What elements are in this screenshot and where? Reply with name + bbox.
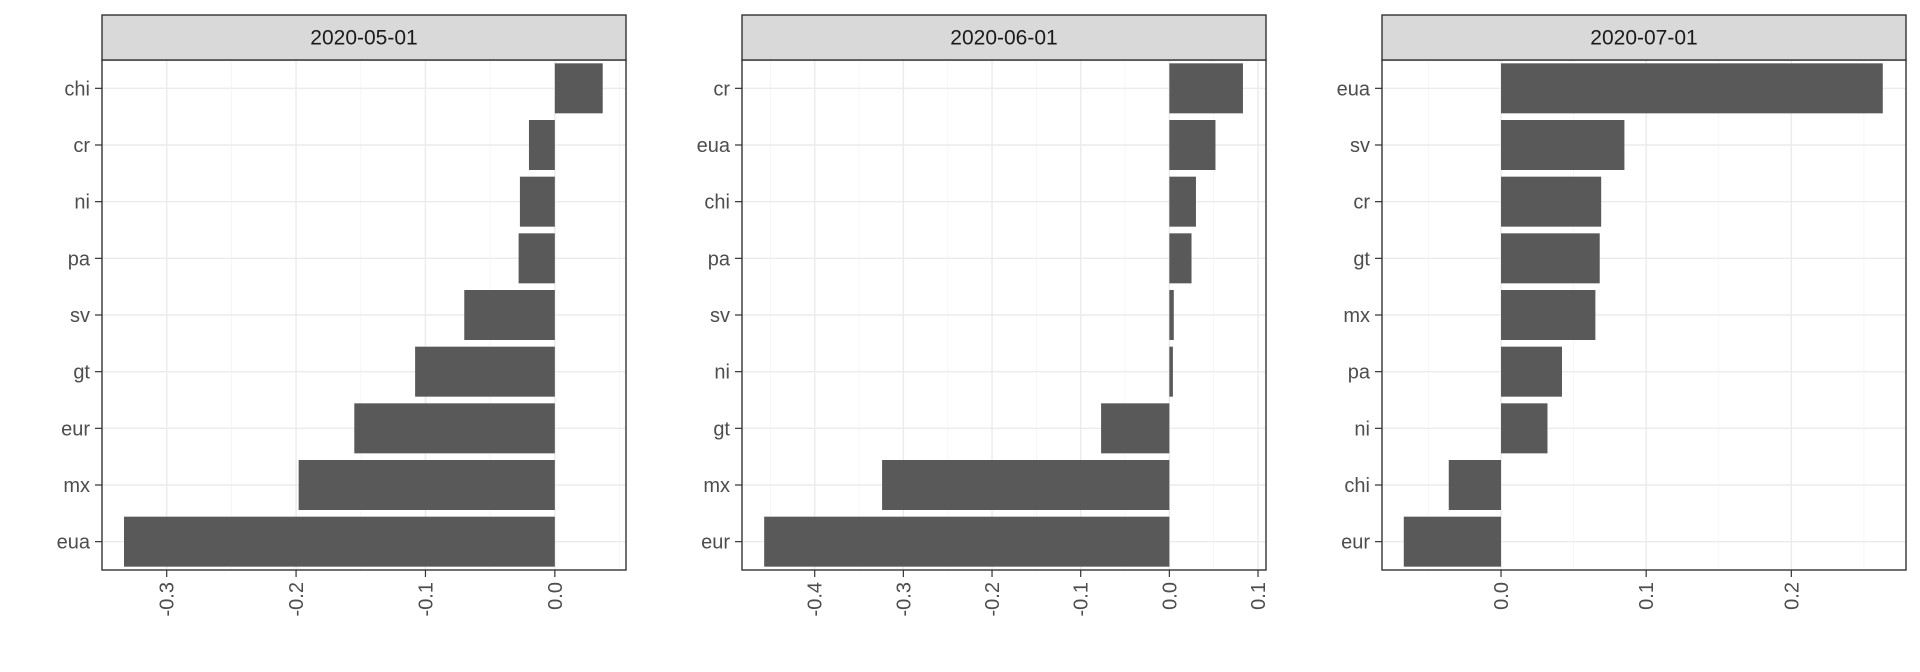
bar-chi bbox=[1169, 176, 1196, 227]
bar-pa bbox=[1501, 346, 1562, 397]
category-label: pa bbox=[708, 248, 731, 270]
category-label: eua bbox=[1337, 78, 1371, 100]
category-label: eua bbox=[57, 532, 91, 554]
category-label: eur bbox=[701, 532, 730, 554]
x-tick-label: 0.1 bbox=[1248, 582, 1270, 610]
category-label: ni bbox=[714, 362, 730, 384]
category-label: mx bbox=[703, 475, 730, 497]
category-label: mx bbox=[1343, 305, 1370, 327]
bar-ni bbox=[1169, 346, 1173, 397]
x-tick-label: -0.1 bbox=[415, 582, 437, 616]
category-label: sv bbox=[710, 305, 730, 327]
x-tick-label: -0.2 bbox=[286, 582, 308, 616]
category-label: chi bbox=[64, 78, 90, 100]
facet-strip-label: 2020-05-01 bbox=[310, 27, 417, 50]
bar-pa bbox=[518, 233, 555, 284]
x-tick-label: -0.2 bbox=[982, 582, 1004, 616]
bar-gt bbox=[415, 346, 555, 397]
facet-strip bbox=[101, 14, 627, 61]
facet-strip-label: 2020-07-01 bbox=[1590, 27, 1697, 50]
bar-chi bbox=[1448, 460, 1502, 510]
category-label: sv bbox=[70, 305, 90, 327]
bar-eua bbox=[123, 516, 555, 567]
x-tick-label: 0.2 bbox=[1781, 582, 1803, 610]
facet-panel-3: 2020-07-01 eua sv cr gt mx pa ni chi eur 0.0 0.1 0.2 bbox=[1337, 14, 1907, 610]
x-tick-label: 0.0 bbox=[1159, 582, 1181, 610]
bar-cr bbox=[528, 120, 555, 170]
bar-sv bbox=[1169, 290, 1174, 340]
facet-strip-label: 2020-06-01 bbox=[950, 27, 1057, 50]
category-label: gt bbox=[73, 362, 90, 384]
bar-ni bbox=[519, 176, 555, 227]
x-tick-label: 0.1 bbox=[1636, 582, 1658, 610]
facet-strip bbox=[741, 14, 1267, 61]
bar-cr bbox=[1501, 176, 1602, 227]
bar-eua bbox=[1501, 63, 1883, 114]
bar-chi bbox=[554, 63, 603, 114]
bar-eur bbox=[354, 403, 555, 454]
bar-gt bbox=[1501, 233, 1600, 284]
facet-strip bbox=[1381, 14, 1907, 61]
category-label: eur bbox=[1341, 532, 1370, 554]
category-label: cr bbox=[73, 135, 90, 157]
bar-gt bbox=[1101, 403, 1170, 454]
category-label: cr bbox=[1353, 192, 1370, 214]
category-label: chi bbox=[704, 192, 730, 214]
x-tick-label: 0.0 bbox=[1491, 582, 1513, 610]
category-label: eur bbox=[61, 418, 90, 440]
facet-panel-2: 2020-06-01 cr eua chi pa sv ni gt mx eur -0.4 -0.3 -… bbox=[697, 14, 1270, 616]
bar-mx bbox=[1501, 290, 1596, 340]
category-label: eua bbox=[697, 135, 731, 157]
bar-mx bbox=[298, 460, 555, 510]
category-label: chi bbox=[1344, 475, 1370, 497]
category-label: cr bbox=[713, 78, 730, 100]
x-tick-label: -0.3 bbox=[893, 582, 915, 616]
x-tick-label: -0.4 bbox=[805, 582, 827, 616]
category-label: gt bbox=[713, 418, 730, 440]
bar-sv bbox=[464, 290, 555, 340]
category-label: pa bbox=[1348, 362, 1371, 384]
category-label: gt bbox=[1353, 248, 1370, 270]
bar-eur bbox=[1403, 516, 1502, 567]
bar-sv bbox=[1501, 120, 1625, 170]
bar-eur bbox=[764, 516, 1170, 567]
bar-cr bbox=[1169, 63, 1243, 114]
facet-panel-1: 2020-05-01 chi cr ni pa sv gt eur mx eua -0.3 -0.2 -… bbox=[57, 14, 627, 616]
category-label: pa bbox=[68, 248, 91, 270]
x-tick-label: 0.0 bbox=[545, 582, 567, 610]
bar-mx bbox=[882, 460, 1170, 510]
category-label: ni bbox=[1354, 418, 1370, 440]
category-label: sv bbox=[1350, 135, 1370, 157]
bar-ni bbox=[1501, 403, 1548, 454]
bar-eua bbox=[1169, 120, 1216, 170]
x-tick-label: -0.1 bbox=[1071, 582, 1093, 616]
x-tick-label: -0.3 bbox=[157, 582, 179, 616]
category-label: mx bbox=[63, 475, 90, 497]
category-label: ni bbox=[74, 192, 90, 214]
bar-pa bbox=[1169, 233, 1192, 284]
